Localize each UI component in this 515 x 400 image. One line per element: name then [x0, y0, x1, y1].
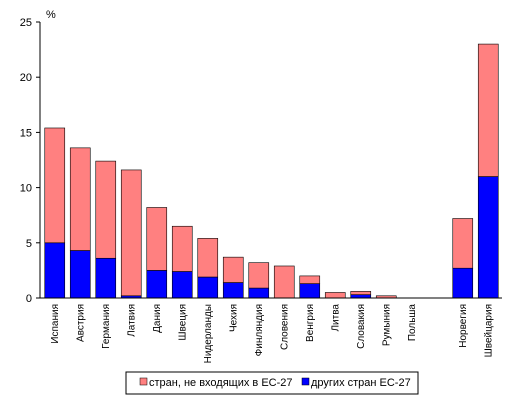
x-tick-label: Норвегия	[458, 304, 469, 348]
bar-eu	[171, 271, 193, 299]
x-tick-label: Польша	[407, 304, 418, 342]
y-tick-label: 5	[26, 238, 32, 250]
bar-eu	[452, 267, 474, 299]
x-tick-label: Румыния	[381, 304, 392, 346]
y-tick-label: 20	[20, 72, 32, 84]
bar-non-eu	[248, 262, 270, 289]
bar-non-eu	[222, 256, 244, 283]
x-tick-label: Дания	[152, 304, 163, 333]
bar-non-eu	[324, 292, 346, 299]
x-tick-label: Чехия	[228, 304, 239, 332]
bar-eu	[44, 242, 66, 299]
bar-eu	[197, 276, 219, 299]
bar-non-eu	[299, 275, 321, 284]
bar-eu	[69, 250, 91, 299]
legend-swatch-eu	[301, 377, 310, 386]
legend-swatch-non-eu	[139, 377, 148, 386]
bar-non-eu	[69, 147, 91, 251]
bars-group	[44, 43, 499, 299]
x-tick-label: Швейцария	[483, 304, 494, 357]
x-tick-label: Литва	[330, 304, 341, 332]
bar-non-eu	[477, 43, 499, 177]
bar-eu	[146, 270, 168, 299]
x-tick-label: Нидерланды	[203, 304, 214, 363]
bar-non-eu	[95, 160, 117, 259]
bar-eu	[248, 287, 270, 299]
bar-eu	[222, 282, 244, 299]
bar-eu	[299, 283, 321, 299]
bar-eu	[95, 257, 117, 299]
x-tick-label: Австрия	[75, 304, 86, 342]
y-unit-label: %	[46, 9, 56, 21]
x-tick-label: Финляндия	[254, 304, 265, 356]
x-tick-label: Латвия	[126, 304, 137, 337]
x-tick-label: Венгрия	[305, 304, 316, 342]
bar-non-eu	[120, 169, 142, 297]
bar-non-eu	[452, 218, 474, 269]
bar-non-eu	[171, 225, 193, 272]
legend-box	[125, 371, 419, 395]
legend-label-non-eu: стран, не входящих в ЕС-27	[149, 377, 293, 389]
y-tick-label: 0	[26, 293, 32, 305]
y-tick-label: 25	[20, 17, 32, 29]
bar-non-eu	[273, 265, 295, 299]
bar-non-eu	[350, 291, 372, 295]
x-tick-label: Испания	[50, 304, 61, 344]
x-labels-group: Испания Австрия Германия Латвия Дания Швеция Н…	[50, 304, 495, 364]
bar-non-eu	[44, 127, 66, 244]
y-ticks-group: 0 5 10 15 20 25	[20, 17, 40, 305]
x-tick-label: Словения	[279, 304, 290, 350]
bar-eu	[477, 176, 499, 299]
bar-non-eu	[146, 207, 168, 271]
bar-non-eu	[197, 238, 219, 278]
y-tick-label: 15	[20, 127, 32, 139]
legend-label-eu: других стран ЕС-27	[311, 377, 411, 389]
x-tick-label: Германия	[101, 304, 112, 349]
x-tick-label: Словакия	[356, 304, 367, 349]
y-tick-label: 10	[20, 183, 32, 195]
x-tick-label: Швеция	[177, 304, 188, 341]
legend: стран, не входящих в ЕС-27 других стран …	[125, 371, 419, 395]
